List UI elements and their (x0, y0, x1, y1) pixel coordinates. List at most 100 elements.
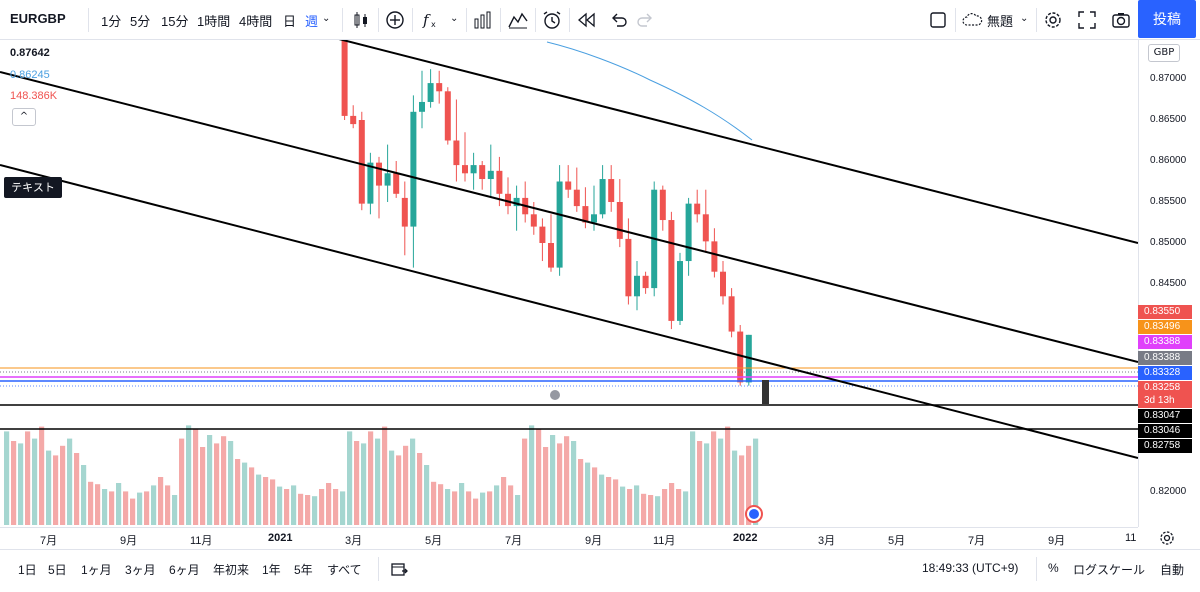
redo-icon[interactable] (634, 9, 656, 31)
indicator-dropdown-icon[interactable]: ⌄ (450, 13, 459, 24)
alarm-marker-icon[interactable] (550, 390, 560, 400)
candle-style-icon[interactable] (350, 9, 372, 31)
percent-toggle[interactable]: % (1048, 561, 1059, 575)
legend-collapse-button[interactable]: ^ (12, 108, 36, 126)
candle-body (573, 189, 580, 207)
range-3m-button[interactable]: 3ヶ月 (125, 563, 156, 577)
price-label-black-2: 0.83046 (1138, 424, 1192, 438)
legend-ma-value: 0.86245 (10, 69, 50, 81)
volume-bar (585, 462, 591, 525)
interval-day-button[interactable]: 日 (283, 14, 297, 29)
volume-bar (67, 438, 73, 525)
volume-bar (172, 495, 178, 525)
interval-week-button[interactable]: 週 (305, 14, 319, 29)
interval-15m-button[interactable]: 15分 (161, 14, 189, 29)
price-tick: 0.86500 (1150, 114, 1187, 125)
currency-badge[interactable]: GBP (1148, 44, 1180, 62)
range-1m-button[interactable]: 1ヶ月 (81, 563, 112, 577)
axis-settings-gear-icon[interactable] (1158, 529, 1176, 547)
volume-bar (557, 443, 563, 525)
volume-bar (11, 441, 17, 525)
gear-icon[interactable] (1042, 9, 1064, 31)
volume-bar (403, 445, 409, 525)
bar-chart-icon[interactable] (472, 9, 494, 31)
alert-clock-icon[interactable] (541, 9, 563, 31)
volume-bar (158, 477, 164, 525)
replay-icon[interactable] (576, 9, 598, 31)
volume-bar (396, 455, 402, 525)
range-1d-button[interactable]: 1日 (18, 563, 37, 577)
volume-bar (501, 477, 507, 525)
select-square-icon[interactable] (927, 9, 949, 31)
channel-upper-line (338, 40, 1138, 244)
time-axis[interactable] (0, 527, 1138, 549)
cloud-icon[interactable] (961, 9, 983, 31)
volume-bar (550, 435, 556, 525)
candle-body (625, 238, 632, 297)
volume-bar (389, 450, 395, 525)
candle-body (599, 179, 606, 215)
text-drawing-label[interactable]: テキスト (4, 177, 62, 198)
price-scale[interactable] (1138, 40, 1200, 527)
volume-bar (753, 438, 759, 525)
candle-body (419, 101, 425, 112)
price-tick: 0.84500 (1150, 278, 1187, 289)
volume-bar (179, 438, 185, 525)
utc-clock[interactable]: 18:49:33 (UTC+9) (922, 561, 1019, 575)
volume-bar (375, 438, 381, 525)
volume-bar (4, 431, 10, 525)
volume-bar (74, 453, 80, 525)
candle-body (616, 202, 623, 239)
interval-dropdown-icon[interactable]: ⌄ (322, 13, 331, 24)
time-label: 11月 (190, 535, 213, 547)
bottom-divider (1036, 557, 1037, 581)
range-1y-button[interactable]: 1年 (262, 563, 281, 577)
layout-dropdown-icon[interactable]: ⌄ (1020, 13, 1029, 24)
range-6m-button[interactable]: 6ヶ月 (169, 563, 200, 577)
volume-bar (305, 495, 311, 525)
interval-1m-button[interactable]: 1分 (101, 14, 122, 29)
volume-bar (200, 447, 206, 525)
price-label-black-1: 0.83047 (1138, 409, 1192, 423)
publish-button[interactable]: 投稿 (1138, 0, 1196, 38)
candle-body (582, 206, 589, 223)
toolbar-divider (88, 8, 89, 32)
interval-5m-button[interactable]: 5分 (130, 14, 151, 29)
auto-scale-toggle[interactable]: 自動 (1160, 563, 1185, 577)
candle-body (453, 140, 460, 166)
candlestick-series (341, 40, 752, 386)
compare-icon[interactable] (507, 9, 529, 31)
candle-body (505, 193, 511, 207)
volume-bar (228, 441, 234, 525)
add-indicator-icon[interactable] (384, 9, 406, 31)
interval-4h-button[interactable]: 4時間 (239, 14, 273, 29)
range-5d-button[interactable]: 5日 (48, 563, 67, 577)
volume-bar (368, 431, 374, 525)
price-chart[interactable] (0, 40, 1138, 527)
toolbar-divider (535, 8, 536, 32)
range-5y-button[interactable]: 5年 (294, 563, 313, 577)
undo-icon[interactable] (608, 9, 630, 31)
range-all-button[interactable]: すべて (327, 563, 362, 577)
interval-1h-button[interactable]: 1時間 (197, 14, 231, 29)
camera-icon[interactable] (1110, 9, 1132, 31)
candle-body (556, 181, 563, 268)
goto-date-icon[interactable] (391, 561, 409, 577)
countdown-label: 3d 13h (1138, 394, 1192, 408)
volume-bar (235, 459, 241, 525)
price-label-black-3: 0.82758 (1138, 439, 1192, 453)
log-scale-toggle[interactable]: ログスケール (1073, 563, 1146, 577)
volume-bar (648, 495, 654, 525)
layout-name-button[interactable]: 無題 (987, 14, 1014, 29)
volume-bar (515, 495, 521, 525)
time-label: 5月 (425, 535, 443, 547)
range-ytd-button[interactable]: 年初来 (213, 563, 250, 577)
time-label: 9月 (585, 535, 603, 547)
symbol-search-button[interactable]: EURGBP (10, 11, 66, 26)
candle-body (401, 197, 408, 227)
fullscreen-icon[interactable] (1076, 9, 1098, 31)
candle-body (384, 173, 391, 186)
volume-bar (102, 489, 108, 525)
volume-bar (242, 462, 248, 525)
